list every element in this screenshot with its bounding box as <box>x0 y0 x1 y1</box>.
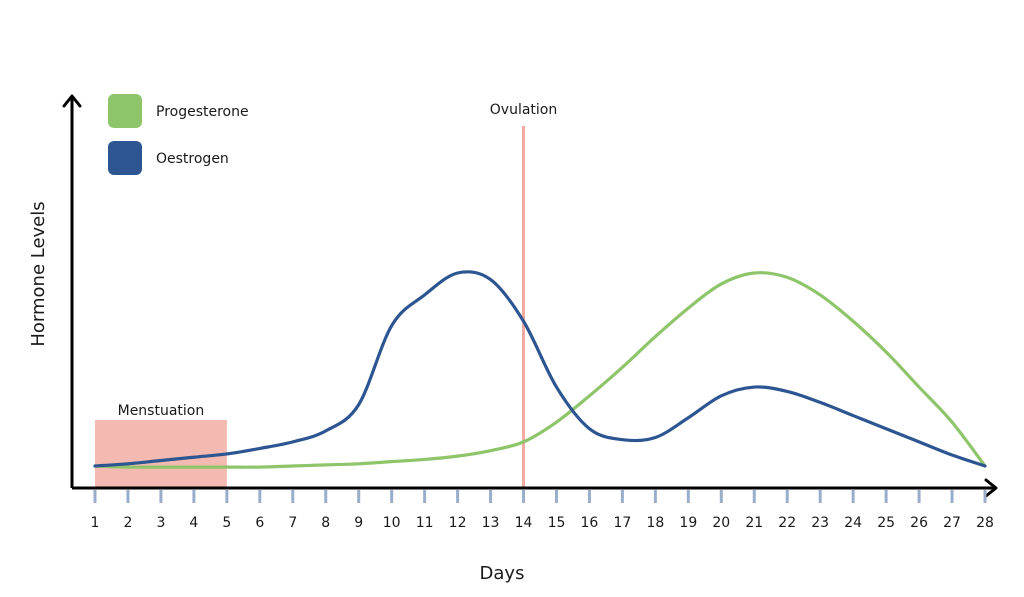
x-tick-label: 9 <box>354 515 363 531</box>
x-tick-label: 7 <box>288 515 297 531</box>
legend-label-oestrogen: Oestrogen <box>156 151 229 167</box>
x-tick-label: 18 <box>646 515 664 531</box>
x-tick-label: 5 <box>222 515 231 531</box>
legend: Progesterone Oestrogen <box>108 94 249 175</box>
x-tick-label: 15 <box>548 515 566 531</box>
x-tick-label: 8 <box>321 515 330 531</box>
x-axis-arrow <box>984 478 998 498</box>
menstruation-label: Menstuation <box>118 403 205 419</box>
x-tick-label: 3 <box>156 515 165 531</box>
x-tick-label: 13 <box>482 515 500 531</box>
ovulation-marker: Ovulation <box>490 102 557 488</box>
x-tick-label: 21 <box>745 515 763 531</box>
y-axis-title: Hormone Levels <box>28 201 49 346</box>
x-tick-label: 2 <box>124 515 133 531</box>
legend-label-progesterone: Progesterone <box>156 104 249 120</box>
menstruation-region: Menstuation <box>95 403 227 488</box>
x-tick-label: 20 <box>712 515 730 531</box>
axes <box>62 94 998 498</box>
x-tick-label: 25 <box>877 515 895 531</box>
x-tick-label: 28 <box>976 515 994 531</box>
x-tick-label: 16 <box>581 515 599 531</box>
axis-titles: Days Hormone Levels <box>28 201 524 584</box>
x-tick-label: 22 <box>778 515 796 531</box>
x-axis-title: Days <box>480 563 525 584</box>
x-tick-label: 14 <box>515 515 533 531</box>
series-lines <box>93 270 987 469</box>
ovulation-label: Ovulation <box>490 102 557 118</box>
x-tick-label: 11 <box>416 515 434 531</box>
x-tick-label: 24 <box>844 515 862 531</box>
legend-swatch-progesterone <box>108 94 142 128</box>
x-tick-label: 12 <box>449 515 467 531</box>
x-tick-label: 17 <box>613 515 631 531</box>
x-tick-label: 10 <box>383 515 401 531</box>
y-axis-arrow <box>62 94 82 108</box>
menstruation-box <box>95 420 227 488</box>
series-line-oestrogen <box>93 270 987 468</box>
x-tick-label: 6 <box>255 515 264 531</box>
series-line-progesterone <box>93 271 987 469</box>
x-tick-label: 19 <box>679 515 697 531</box>
x-ticks: 1 2 3 4 5 6 7 8 9 10 11 12 13 14 15 16 17 18 19 20 21 22 23 24 2… <box>91 490 994 531</box>
legend-swatch-oestrogen <box>108 141 142 175</box>
x-tick-label: 4 <box>189 515 198 531</box>
x-tick-label: 23 <box>811 515 829 531</box>
x-tick-label: 27 <box>943 515 961 531</box>
x-tick-label: 1 <box>91 515 100 531</box>
x-tick-label: 26 <box>910 515 928 531</box>
